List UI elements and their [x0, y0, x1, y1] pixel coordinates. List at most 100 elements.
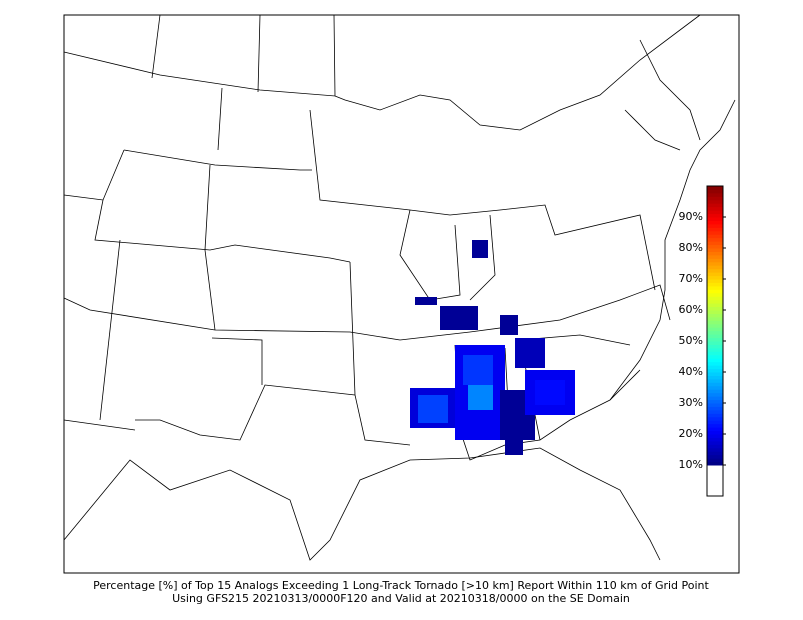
- colorbar-swatch: [707, 313, 723, 318]
- colorbar-swatch: [707, 296, 723, 301]
- colorbar-swatch: [707, 437, 723, 442]
- colorbar-swatch: [707, 186, 723, 190]
- colorbar-swatch: [707, 434, 723, 438]
- probability-cell: [463, 355, 493, 385]
- colorbar-swatch: [707, 389, 723, 394]
- probability-cell: [535, 380, 565, 405]
- colorbar-swatch: [707, 258, 723, 263]
- colorbar-swatch: [707, 303, 723, 308]
- colorbar-swatch: [707, 244, 723, 249]
- colorbar-swatch: [707, 461, 723, 466]
- colorbar: 10% 20% 30% 40% 50% 60% 70% 80% 90%: [679, 185, 726, 497]
- colorbar-swatch: [707, 234, 723, 239]
- colorbar-swatch: [707, 358, 723, 363]
- colorbar-swatch: [707, 189, 723, 194]
- colorbar-swatch: [707, 396, 723, 401]
- colorbar-swatch: [707, 341, 723, 345]
- colorbar-swatch: [707, 251, 723, 256]
- colorbar-swatch: [707, 327, 723, 332]
- colorbar-swatch: [707, 248, 723, 252]
- probability-cell: [415, 297, 437, 305]
- colorbar-swatch: [707, 337, 723, 342]
- colorbar-swatch: [707, 372, 723, 376]
- probability-cell: [468, 385, 493, 410]
- colorbar-swatch: [707, 361, 723, 366]
- probability-cell: [500, 315, 518, 335]
- colorbar-swatch: [707, 440, 723, 445]
- colorbar-swatch: [707, 382, 723, 387]
- probability-cells: [410, 240, 575, 455]
- colorbar-swatch: [707, 292, 723, 297]
- colorbar-swatch: [707, 213, 723, 218]
- colorbar-swatch: [707, 265, 723, 270]
- colorbar-swatch: [707, 365, 723, 370]
- colorbar-swatch: [707, 354, 723, 359]
- colorbar-swatch: [707, 289, 723, 294]
- colorbar-swatch: [707, 458, 723, 463]
- colorbar-swatch: [707, 285, 723, 290]
- colorbar-swatch: [707, 451, 723, 456]
- colorbar-swatch: [707, 392, 723, 397]
- colorbar-tick-label: 40%: [679, 365, 703, 378]
- colorbar-tick-label: 50%: [679, 334, 703, 347]
- colorbar-swatch: [707, 420, 723, 425]
- colorbar-swatch: [707, 306, 723, 311]
- colorbar-swatch: [707, 220, 723, 225]
- colorbar-swatch: [707, 268, 723, 273]
- colorbar-tick-label: 70%: [679, 272, 703, 285]
- colorbar-swatch: [707, 323, 723, 328]
- colorbar-swatch: [707, 492, 723, 497]
- colorbar-swatch: [707, 254, 723, 259]
- colorbar-swatch: [707, 223, 723, 228]
- colorbar-tick-label: 10%: [679, 458, 703, 471]
- colorbar-swatch: [707, 399, 723, 404]
- colorbar-swatch: [707, 344, 723, 349]
- colorbar-swatch: [707, 406, 723, 411]
- colorbar-tick-label: 20%: [679, 427, 703, 440]
- caption-line: Using GFS215 20210313/0000F120 and Valid…: [172, 592, 630, 605]
- colorbar-swatch: [707, 465, 723, 469]
- colorbar-swatch: [707, 282, 723, 287]
- colorbar-tick-label: 80%: [679, 241, 703, 254]
- colorbar-swatch: [707, 320, 723, 325]
- colorbar-swatch: [707, 199, 723, 204]
- probability-cell: [418, 395, 448, 423]
- probability-cell: [472, 240, 488, 258]
- colorbar-swatch: [707, 275, 723, 280]
- colorbar-swatch: [707, 241, 723, 246]
- colorbar-swatch: [707, 310, 723, 314]
- colorbar-swatch: [707, 351, 723, 356]
- colorbar-tick-label: 30%: [679, 396, 703, 409]
- colorbar-swatch: [707, 206, 723, 211]
- colorbar-swatch: [707, 475, 723, 480]
- probability-cell: [505, 440, 523, 455]
- colorbar-swatch: [707, 210, 723, 215]
- colorbar-swatch: [707, 330, 723, 335]
- colorbar-swatch: [707, 403, 723, 407]
- colorbar-swatch: [707, 375, 723, 380]
- colorbar-swatch: [707, 192, 723, 197]
- map-outlines: [63, 14, 736, 561]
- colorbar-swatch: [707, 413, 723, 418]
- colorbar-swatch: [707, 471, 723, 476]
- probability-cell: [440, 306, 478, 330]
- colorbar-swatch: [707, 427, 723, 432]
- colorbar-swatch: [707, 261, 723, 266]
- colorbar-swatch: [707, 409, 723, 414]
- colorbar-swatch: [707, 299, 723, 304]
- colorbar-swatch: [707, 230, 723, 235]
- colorbar-swatch: [707, 368, 723, 373]
- colorbar-swatch: [707, 385, 723, 390]
- colorbar-swatch: [707, 272, 723, 277]
- colorbar-swatch: [707, 444, 723, 449]
- map-frame: [63, 14, 740, 574]
- caption-line: Percentage [%] of Top 15 Analogs Exceedi…: [93, 579, 709, 592]
- colorbar-swatch: [707, 347, 723, 352]
- colorbar-swatch: [707, 316, 723, 321]
- colorbar-swatch: [707, 489, 723, 494]
- colorbar-swatch: [707, 416, 723, 421]
- colorbar-swatch: [707, 279, 723, 283]
- colorbar-swatch: [707, 447, 723, 452]
- colorbar-swatch: [707, 454, 723, 459]
